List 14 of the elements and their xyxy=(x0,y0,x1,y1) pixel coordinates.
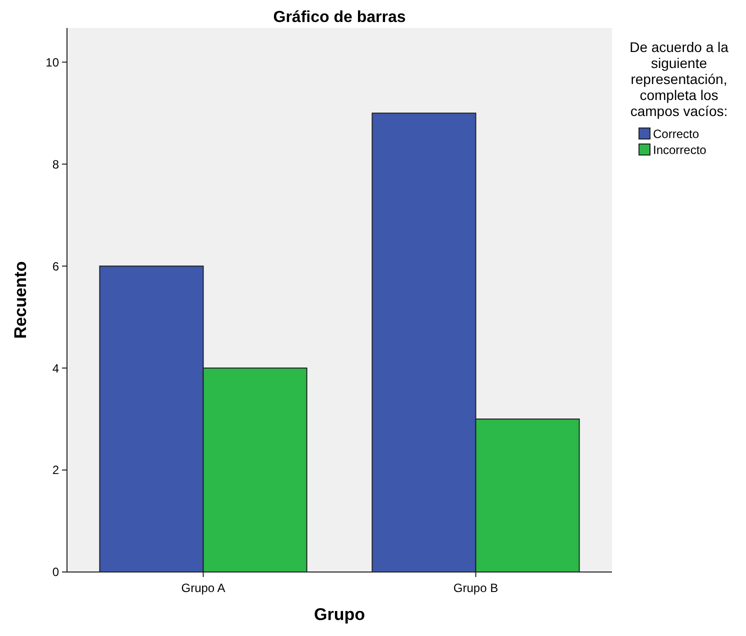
legend-label: Correcto xyxy=(653,127,700,141)
x-tick-label: Grupo A xyxy=(181,581,226,595)
y-tick-label: 6 xyxy=(52,259,60,274)
y-tick-label: 0 xyxy=(52,565,60,580)
legend-label: Incorrecto xyxy=(653,143,707,157)
y-tick-label: 4 xyxy=(52,361,60,376)
x-axis-title: Grupo xyxy=(314,605,365,624)
legend-title: De acuerdo a la siguiente representación, completa los campos vacíos: xyxy=(630,39,729,119)
y-tick-label: 2 xyxy=(52,463,60,478)
y-tick-label: 8 xyxy=(52,157,60,172)
y-axis-title: Recuento xyxy=(11,261,30,339)
x-tick-label: Grupo B xyxy=(453,581,498,595)
y-tick-label: 10 xyxy=(46,55,60,70)
chart-title: Gráfico de barras xyxy=(273,9,406,26)
